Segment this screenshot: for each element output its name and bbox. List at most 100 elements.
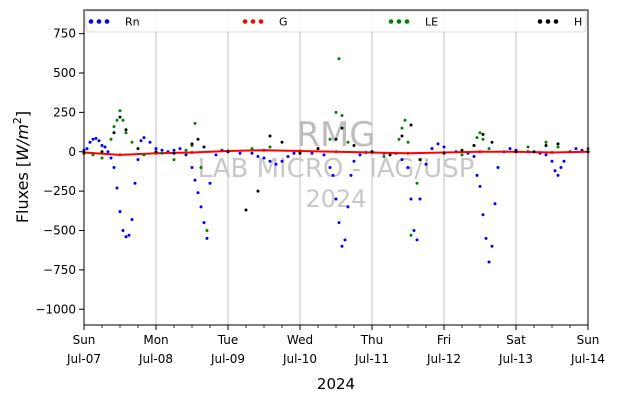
data-point xyxy=(340,244,344,248)
grid-lines xyxy=(155,10,517,325)
data-point xyxy=(226,150,230,154)
data-point xyxy=(118,153,122,157)
data-point xyxy=(397,137,401,141)
legend-box xyxy=(85,10,587,33)
watermark-line-2: LAB MICRO - IAG/USP xyxy=(198,154,475,184)
data-point xyxy=(328,137,332,141)
data-point xyxy=(178,147,182,151)
data-point xyxy=(418,158,422,162)
data-point xyxy=(343,238,347,242)
data-point xyxy=(487,147,491,151)
data-point xyxy=(262,148,266,152)
y-tick-label: −250 xyxy=(43,184,76,198)
data-point xyxy=(430,147,434,151)
data-point xyxy=(202,145,206,149)
data-point xyxy=(250,151,254,155)
data-point xyxy=(91,137,95,141)
data-point xyxy=(124,131,128,135)
data-point xyxy=(298,149,302,153)
x-tick-weekday: Sun xyxy=(73,333,96,347)
legend-marker xyxy=(96,19,102,24)
data-point xyxy=(118,210,122,214)
data-point xyxy=(415,181,419,185)
data-point xyxy=(193,121,197,125)
data-point xyxy=(349,173,353,177)
x-tick-date: Jul-09 xyxy=(210,352,245,366)
data-point xyxy=(184,148,188,152)
legend-marker xyxy=(396,19,402,24)
data-point xyxy=(442,151,446,155)
data-point xyxy=(109,156,113,160)
legend-label: G xyxy=(279,16,288,29)
data-point xyxy=(88,140,92,144)
y-axis-ticks: 750 500 250 0 −250 −500 −750 −1000 xyxy=(35,27,84,316)
data-point xyxy=(562,159,566,163)
data-point xyxy=(415,238,419,242)
data-point xyxy=(400,158,404,162)
data-point xyxy=(406,140,410,144)
data-point xyxy=(334,197,338,201)
data-point xyxy=(472,144,476,147)
data-point xyxy=(274,162,278,166)
data-point xyxy=(481,137,485,141)
x-tick-weekday: Sat xyxy=(506,333,526,347)
data-point xyxy=(208,181,212,185)
data-point xyxy=(490,244,494,248)
data-point xyxy=(544,144,548,147)
data-point xyxy=(409,123,413,127)
data-point xyxy=(346,205,350,209)
data-point xyxy=(472,155,476,158)
data-point xyxy=(346,140,350,144)
data-point xyxy=(100,150,104,154)
data-point xyxy=(268,145,272,149)
data-point xyxy=(298,151,302,155)
watermark-line-1: RMG xyxy=(296,115,375,155)
data-point xyxy=(142,153,146,157)
data-point xyxy=(100,144,104,147)
data-point xyxy=(244,208,248,212)
data-point xyxy=(337,57,341,61)
legend-label: LE xyxy=(425,16,438,29)
data-point xyxy=(478,150,482,154)
data-point xyxy=(112,166,116,169)
data-point xyxy=(280,140,284,144)
x-tick-date: Jul-07 xyxy=(66,352,101,366)
data-point xyxy=(91,153,95,157)
legend-marker xyxy=(250,19,256,24)
data-point xyxy=(484,236,488,240)
data-point xyxy=(127,233,131,237)
data-point xyxy=(112,125,116,129)
data-point xyxy=(292,151,296,155)
data-point xyxy=(256,189,260,193)
data-point xyxy=(418,197,422,201)
legend-marker xyxy=(553,19,559,24)
data-point xyxy=(193,178,197,182)
data-point xyxy=(559,166,563,169)
y-tick-label: −750 xyxy=(43,263,76,277)
data-point xyxy=(331,173,335,177)
legend-marker xyxy=(242,19,248,24)
x-tick-date: Jul-13 xyxy=(498,352,533,366)
x-tick-date: Jul-12 xyxy=(426,352,461,366)
data-point xyxy=(334,150,338,154)
legend-item-g: G xyxy=(242,16,288,29)
data-point xyxy=(121,229,125,232)
x-tick-weekday: Thu xyxy=(360,333,384,347)
legend-marker xyxy=(537,19,543,24)
y-tick-label: 750 xyxy=(53,27,76,41)
data-point xyxy=(436,142,440,146)
data-point xyxy=(424,162,428,166)
data-point xyxy=(475,173,479,177)
legend-marker xyxy=(404,19,410,24)
data-point xyxy=(514,150,518,154)
data-point xyxy=(109,137,113,141)
x-tick-weekday: Wed xyxy=(287,333,313,347)
data-point xyxy=(316,147,320,151)
data-point xyxy=(460,153,464,157)
data-point xyxy=(340,126,344,130)
data-point xyxy=(400,134,404,138)
data-point xyxy=(286,155,290,158)
data-point xyxy=(328,166,332,169)
legend-marker xyxy=(545,19,551,24)
data-point xyxy=(442,145,446,149)
